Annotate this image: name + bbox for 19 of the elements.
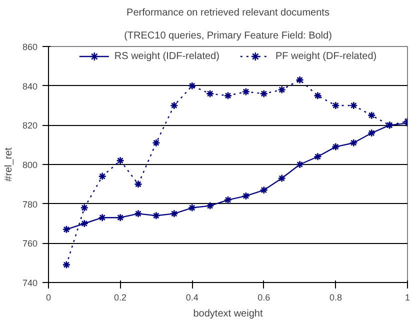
y-tick-label: 800 <box>22 160 38 170</box>
y-tick-label: 740 <box>22 278 38 288</box>
x-tick-label: 1 <box>404 292 410 302</box>
x-tick-label: 0.4 <box>186 292 198 302</box>
y-tick-label: 840 <box>22 81 38 92</box>
y-tick-label: 780 <box>22 199 38 210</box>
legend-label: PF weight (DF-related) <box>275 50 377 62</box>
chart-title: Performance on retrieved relevant documents <box>126 8 330 18</box>
legend-label: RS weight (IDF-related) <box>114 50 220 62</box>
x-tick-label: 0 <box>46 292 52 302</box>
y-tick-label: 820 <box>22 120 38 131</box>
x-axis-title: bodytext weight <box>193 308 263 320</box>
x-tick-label: 0.6 <box>258 292 270 302</box>
chart-subtitle: (TREC10 queries, Primary Feature Field: Bold) <box>124 30 332 42</box>
x-tick-label: 0.8 <box>329 292 342 302</box>
y-tick-label: 860 <box>22 42 38 52</box>
y-axis-title: #rel_ret <box>3 147 14 182</box>
x-tick-label: 0.2 <box>114 292 127 302</box>
y-tick-label: 760 <box>22 238 38 249</box>
